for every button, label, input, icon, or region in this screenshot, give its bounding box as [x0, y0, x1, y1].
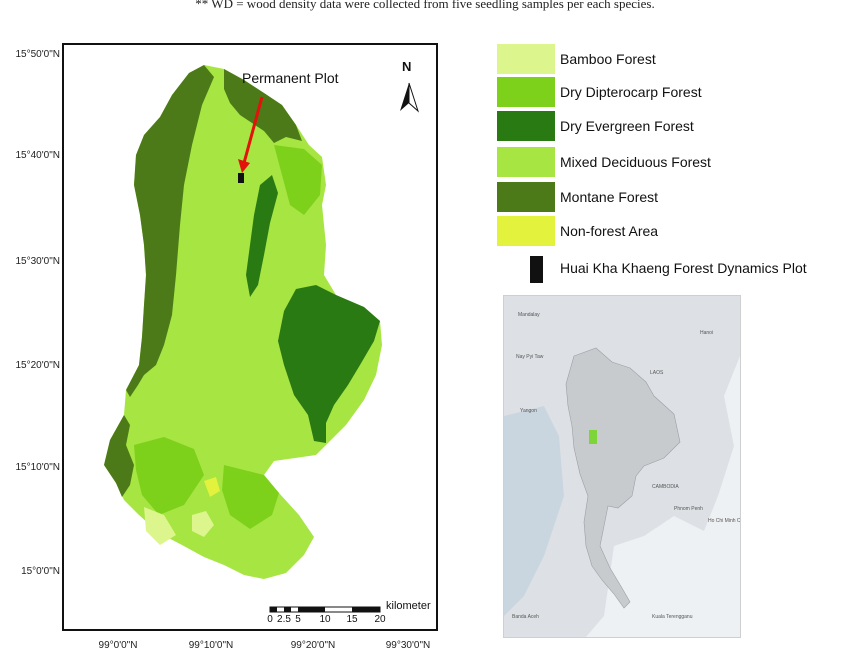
legend-item-dry-dipterocarp-forest: Dry Dipterocarp Forest: [494, 77, 844, 107]
inset-locator-map: Mandalay Hanoi Nay Pyi Taw LAOS Yangon C…: [503, 295, 741, 638]
legend-label: Huai Kha Khaeng Forest Dynamics Plot: [560, 260, 807, 276]
legend-swatch: [530, 256, 543, 283]
bamboo-forest-patch: [144, 507, 176, 545]
legend-label: Non-forest Area: [560, 223, 659, 239]
dry-evergreen-central: [246, 175, 278, 297]
montane-forest-west: [126, 65, 214, 397]
north-label: N: [402, 59, 412, 74]
scale-tick-label: 0: [267, 614, 273, 625]
scale-unit-label: kilometer: [386, 600, 431, 612]
map-canvas: [104, 65, 420, 613]
longitude-label: 99°20'0"N: [290, 640, 336, 651]
inset-place-label: CAMBODIA: [652, 484, 679, 490]
thailand-shape: [565, 347, 681, 609]
inset-place-label: Mandalay: [518, 312, 540, 318]
dry-evergreen-east: [278, 285, 380, 443]
longitude-label: 99°30'0"N: [385, 640, 431, 651]
inset-place-label: Ho Chi Minh City: [708, 518, 741, 524]
legend-item-mixed-deciduous-forest: Mixed Deciduous Forest: [494, 147, 844, 177]
legend-item-bamboo-forest: Bamboo Forest: [494, 44, 844, 74]
legend-swatch: [497, 182, 555, 212]
legend-label: Dry Evergreen Forest: [560, 118, 694, 134]
scale-tick-label: 5: [295, 614, 301, 625]
sea-area: [504, 406, 564, 616]
inset-place-label: Kuala Terengganu: [652, 614, 693, 620]
caption-note: ** WD = wood density data were collected…: [195, 0, 655, 11]
inset-place-label: Yangon: [520, 408, 537, 414]
permanent-plot-label: Permanent Plot: [242, 70, 339, 86]
sanctuary-location-highlight: [589, 430, 597, 444]
scale-bar: [269, 606, 381, 613]
bamboo-forest-patch: [192, 511, 214, 537]
latitude-label: 15°40'0"N: [15, 150, 61, 161]
latitude-label: 15°20'0"N: [15, 360, 61, 371]
scale-tick-label: 2.5: [277, 614, 291, 625]
inset-place-label: Banda Aceh: [512, 614, 539, 620]
dry-dipterocarp-patch: [134, 437, 204, 515]
legend-swatch: [497, 44, 555, 74]
north-arrow-icon: [400, 82, 420, 113]
legend-swatch: [497, 111, 555, 141]
legend-label: Dry Dipterocarp Forest: [560, 84, 702, 100]
legend-label: Bamboo Forest: [560, 51, 656, 67]
permanent-plot-marker: [238, 173, 244, 183]
inset-canvas: [504, 296, 740, 637]
legend-swatch: [497, 77, 555, 107]
inset-place-label: Phnom Penh: [674, 506, 703, 512]
latitude-label: 15°30'0"N: [15, 256, 61, 267]
longitude-label: 99°0'0"N: [98, 640, 138, 651]
legend-item-dry-evergreen-forest: Dry Evergreen Forest: [494, 111, 844, 141]
inset-place-label: Nay Pyi Taw: [516, 354, 544, 360]
legend-label: Montane Forest: [560, 189, 659, 205]
montane-forest-north: [224, 69, 302, 143]
longitude-label: 99°10'0"N: [188, 640, 234, 651]
latitude-label: 15°10'0"N: [15, 462, 61, 473]
montane-forest-southwest: [104, 415, 134, 497]
plot-arrow: [242, 96, 264, 164]
dry-dipterocarp-patch: [222, 465, 279, 529]
legend-label: Mixed Deciduous Forest: [560, 154, 711, 170]
dry-dipterocarp-patch: [274, 145, 322, 215]
main-map: [62, 43, 438, 631]
scale-tick-label: 10: [319, 614, 331, 625]
legend-swatch: [497, 147, 555, 177]
scale-tick-label: 20: [374, 614, 386, 625]
legend-item-forest-dynamics-plot: Huai Kha Khaeng Forest Dynamics Plot: [494, 256, 844, 286]
latitude-label: 15°0'0"N: [21, 566, 60, 577]
latitude-label: 15°50'0"N: [15, 49, 61, 60]
plot-arrow-head: [238, 159, 250, 173]
inset-place-label: Hanoi: [700, 330, 714, 336]
inset-place-label: LAOS: [650, 370, 664, 376]
legend-item-montane-forest: Montane Forest: [494, 182, 844, 212]
legend-item-non-forest-area: Non-forest Area: [494, 216, 844, 246]
legend-swatch: [497, 216, 555, 246]
scale-tick-label: 15: [346, 614, 358, 625]
non-forest-patch: [204, 477, 220, 497]
